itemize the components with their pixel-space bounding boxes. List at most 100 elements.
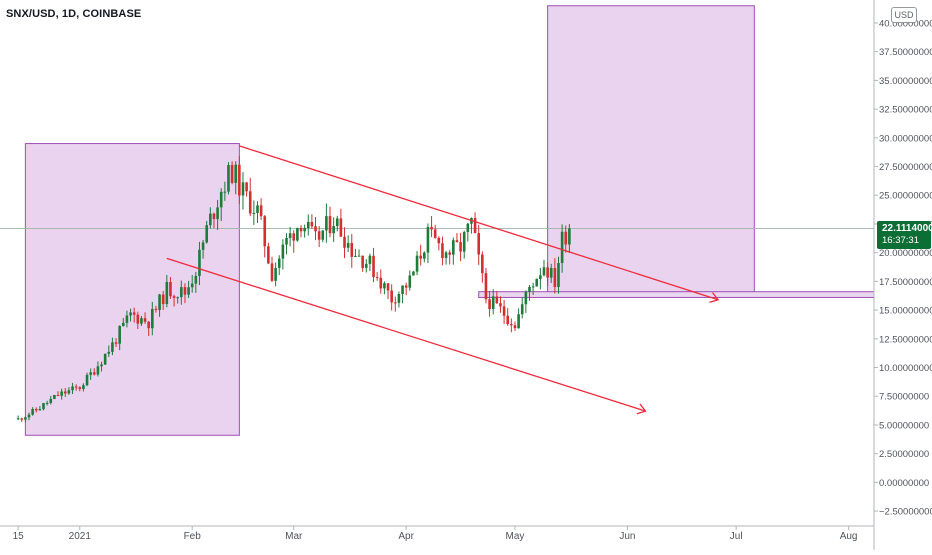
candle-body bbox=[433, 229, 437, 238]
candle-body bbox=[140, 318, 143, 324]
candle-body bbox=[129, 312, 132, 316]
candle-body bbox=[180, 287, 183, 298]
candle-body bbox=[375, 276, 379, 278]
candle-body bbox=[517, 314, 520, 329]
candle-body bbox=[430, 227, 433, 230]
trend-line-2 bbox=[166, 257, 646, 412]
candle-body bbox=[314, 226, 317, 232]
candle-body bbox=[502, 306, 506, 316]
candle-body bbox=[122, 322, 125, 326]
candle-body bbox=[404, 285, 408, 288]
candle-body bbox=[136, 314, 140, 324]
candle-body bbox=[190, 283, 194, 288]
candle-body bbox=[412, 271, 415, 276]
currency-selector[interactable]: USD bbox=[891, 7, 917, 23]
candle-body bbox=[212, 213, 216, 220]
x-tick-label: 2021 bbox=[69, 531, 92, 542]
candle-body bbox=[143, 318, 147, 322]
candle-body bbox=[491, 296, 495, 310]
candle-body bbox=[16, 418, 20, 420]
candle-body bbox=[103, 353, 107, 365]
candle-body bbox=[553, 268, 557, 288]
candle-body bbox=[415, 255, 419, 272]
candle-body bbox=[248, 191, 252, 214]
y-tick-label: 0.00000000 bbox=[879, 478, 929, 489]
candle-body bbox=[219, 191, 223, 208]
candle-body bbox=[306, 221, 310, 229]
candle-body bbox=[34, 408, 38, 411]
y-tick-label: 10.00000000 bbox=[879, 363, 932, 374]
candle-body bbox=[452, 240, 455, 255]
candle-body bbox=[187, 287, 190, 295]
candle-body bbox=[560, 231, 564, 264]
candle-body bbox=[252, 213, 256, 215]
candle-body bbox=[296, 227, 299, 241]
y-tick-label: 32.50000000 bbox=[879, 105, 932, 116]
candle-body bbox=[27, 414, 31, 418]
candle-body bbox=[520, 304, 524, 315]
y-tick-label: 2.50000000 bbox=[879, 449, 929, 460]
support-band bbox=[478, 291, 875, 298]
y-tick-label: 27.50000000 bbox=[879, 162, 932, 173]
candle-body bbox=[542, 267, 546, 276]
candle-body bbox=[361, 255, 364, 268]
candle-body bbox=[321, 230, 325, 240]
candle-body bbox=[328, 216, 332, 234]
candle-body bbox=[161, 294, 165, 305]
candle-body bbox=[499, 303, 502, 307]
candle-body bbox=[89, 372, 92, 375]
candle-body bbox=[557, 263, 560, 288]
candle-body bbox=[223, 191, 227, 193]
candle-body bbox=[510, 324, 513, 326]
last-price-badge: 22.11140000 16:37:31 bbox=[877, 221, 932, 249]
candle-body bbox=[151, 308, 154, 329]
candle-body bbox=[31, 408, 34, 415]
candle-body bbox=[82, 385, 85, 389]
candle-body bbox=[477, 233, 481, 255]
candle-body bbox=[357, 255, 361, 257]
candle-body bbox=[531, 286, 535, 288]
candle-body bbox=[484, 273, 488, 300]
candle-body bbox=[154, 308, 158, 310]
candle-body bbox=[132, 312, 136, 315]
candle-body bbox=[201, 242, 205, 250]
x-tick-label: Jun bbox=[619, 531, 635, 542]
candle-body bbox=[20, 418, 24, 420]
candle-body bbox=[60, 391, 63, 396]
candle-body bbox=[292, 233, 296, 241]
candle-body bbox=[350, 242, 354, 257]
y-tick-label: −2.50000000 bbox=[879, 507, 932, 518]
candle-body bbox=[346, 242, 350, 248]
time-axis[interactable]: 15 2021 Feb Mar Apr May Jun Jul Aug bbox=[13, 526, 858, 542]
candle-body bbox=[335, 218, 339, 227]
candle-body bbox=[462, 232, 466, 252]
candle-body bbox=[274, 267, 277, 281]
candle-body bbox=[397, 294, 401, 303]
candle-body bbox=[169, 281, 172, 297]
candle-body bbox=[343, 236, 346, 248]
candle-body bbox=[506, 315, 510, 325]
candle-body bbox=[288, 233, 292, 239]
candle-body bbox=[245, 182, 248, 192]
candle-body bbox=[299, 227, 303, 232]
bar-countdown: 16:37:31 bbox=[882, 235, 919, 246]
candle-body bbox=[267, 246, 270, 264]
highlight-box-1 bbox=[24, 143, 240, 436]
y-tick-label: 20.00000000 bbox=[879, 248, 932, 259]
candle-body bbox=[325, 216, 328, 231]
candle-body bbox=[78, 387, 82, 389]
y-tick-label: 17.50000000 bbox=[879, 277, 932, 288]
candle-body bbox=[209, 213, 212, 226]
candle-body bbox=[24, 417, 27, 420]
candle-body bbox=[263, 216, 267, 247]
y-tick-label: 37.50000000 bbox=[879, 47, 932, 58]
candle-body bbox=[426, 227, 430, 253]
candle-body bbox=[285, 238, 288, 245]
candle-body bbox=[281, 244, 285, 259]
y-tick-label: 30.00000000 bbox=[879, 133, 932, 144]
y-tick-label: 7.50000000 bbox=[879, 392, 929, 403]
x-tick-label: May bbox=[506, 531, 525, 542]
y-tick-label: 15.00000000 bbox=[879, 306, 932, 317]
